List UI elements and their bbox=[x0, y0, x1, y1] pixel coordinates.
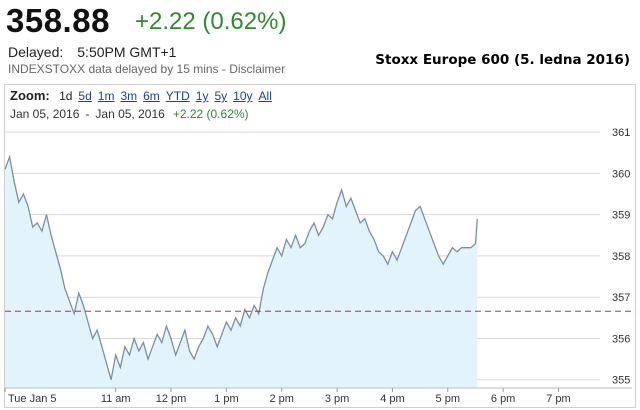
x-tick-label: 7 pm bbox=[546, 393, 570, 405]
y-tick-label: 355 bbox=[612, 375, 630, 387]
zoom-option-3m[interactable]: 3m bbox=[120, 89, 138, 103]
quote-price: 358.88 bbox=[6, 2, 110, 39]
date-range: Jan 05, 2016- Jan 05, 2016 +2.22 (0.62%) bbox=[10, 107, 249, 121]
zoom-label: Zoom: bbox=[10, 88, 50, 103]
range-from: Jan 05, 2016 bbox=[10, 107, 80, 121]
chart-title: Stoxx Europe 600 (5. ledna 2016) bbox=[375, 52, 630, 68]
zoom-option-1d[interactable]: 1d bbox=[59, 89, 73, 103]
zoom-option-ytd[interactable]: YTD bbox=[165, 89, 190, 103]
y-tick-label: 359 bbox=[612, 210, 630, 222]
y-tick-label: 356 bbox=[612, 333, 630, 345]
zoom-option-all[interactable]: All bbox=[258, 89, 272, 103]
zoom-toolbar: Zoom: 1d 5d 1m 3m 6m YTD 1y 5y 10y All bbox=[10, 88, 278, 103]
price-area bbox=[5, 156, 478, 388]
source-note: INDEXSTOXX data delayed by 15 mins - Dis… bbox=[8, 62, 286, 76]
delayed-row: Delayed: 5:50PM GMT+1 bbox=[8, 44, 176, 60]
x-tick-label: 2 pm bbox=[270, 393, 294, 405]
y-tick-label: 360 bbox=[612, 168, 630, 180]
y-tick-label: 361 bbox=[612, 127, 630, 139]
price-line bbox=[4, 154, 478, 380]
y-tick-label: 357 bbox=[612, 292, 630, 304]
x-tick-label: 4 pm bbox=[380, 393, 404, 405]
range-change: +2.22 (0.62%) bbox=[172, 107, 249, 121]
x-tick-label: 1 pm bbox=[214, 393, 238, 405]
x-tick-label: 5 pm bbox=[436, 393, 460, 405]
zoom-options: 1d 5d 1m 3m 6m YTD 1y 5y 10y All bbox=[59, 89, 278, 103]
range-separator: - bbox=[85, 107, 90, 121]
x-tick-label: 12 pm bbox=[156, 393, 187, 405]
zoom-option-1m[interactable]: 1m bbox=[97, 89, 115, 103]
range-to: Jan 05, 2016 bbox=[95, 107, 165, 121]
delayed-label: Delayed: bbox=[8, 44, 64, 60]
zoom-option-10y[interactable]: 10y bbox=[233, 89, 253, 103]
x-tick-label: 6 pm bbox=[491, 393, 515, 405]
delayed-time: 5:50PM GMT+1 bbox=[77, 44, 177, 60]
zoom-option-6m[interactable]: 6m bbox=[143, 89, 160, 103]
x-tick-label: 11 am bbox=[101, 393, 131, 405]
x-tick-label: Tue Jan 5 bbox=[8, 393, 57, 405]
y-tick-label: 358 bbox=[612, 251, 630, 263]
zoom-option-5d[interactable]: 5d bbox=[78, 89, 92, 103]
zoom-option-1y[interactable]: 1y bbox=[195, 89, 209, 103]
zoom-option-5y[interactable]: 5y bbox=[214, 89, 228, 103]
quote-change: +2.22 (0.62%) bbox=[135, 8, 287, 35]
x-tick-label: 3 pm bbox=[325, 393, 349, 405]
